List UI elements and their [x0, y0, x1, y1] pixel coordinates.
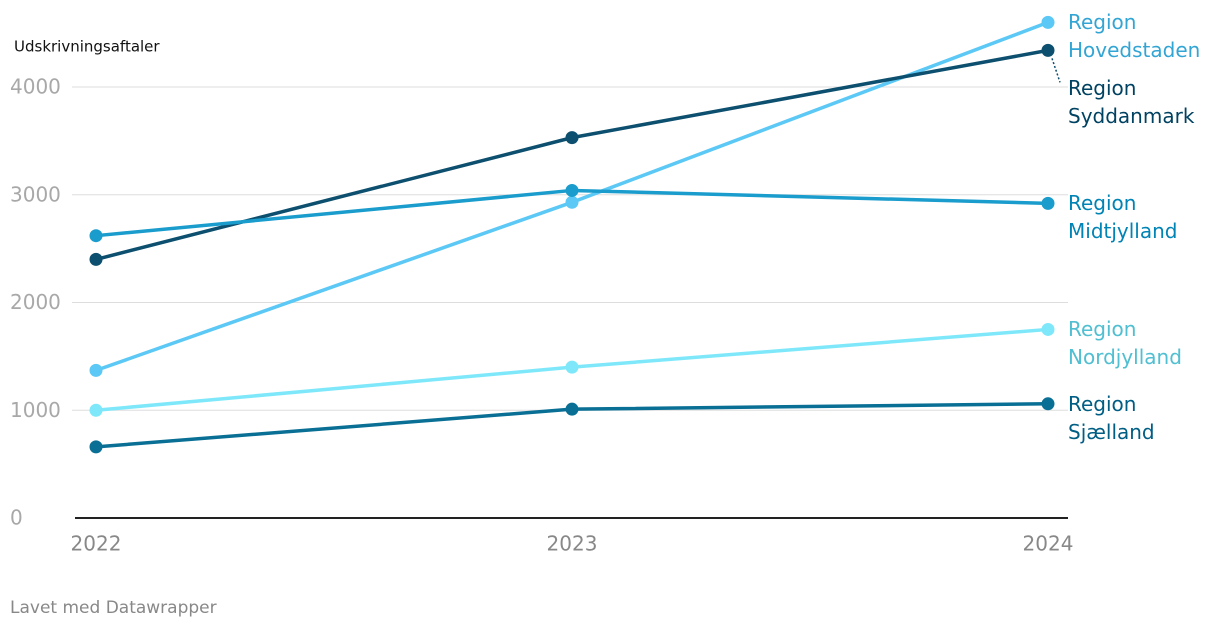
series-label: Region Midtjylland [1068, 191, 1178, 244]
footer: Lavet med Datawrapper [10, 598, 217, 618]
point [1041, 397, 1055, 411]
point [565, 360, 579, 374]
point [89, 363, 103, 377]
series-label: Region Hovedstaden [1068, 10, 1201, 63]
point [565, 183, 579, 197]
y-tick-label: 4000 [10, 75, 61, 99]
point [89, 440, 103, 454]
point [89, 229, 103, 243]
y-tick-label: 0 [10, 506, 23, 530]
x-tick-label: 2023 [547, 532, 598, 556]
point [1041, 43, 1055, 57]
y-axis-title: Udskrivningsaftaler [14, 38, 160, 56]
point [1041, 15, 1055, 29]
x-tick-label: 2022 [71, 532, 122, 556]
y-tick-label: 1000 [10, 398, 61, 422]
point [89, 252, 103, 266]
point [89, 403, 103, 417]
line [95, 48, 1049, 262]
point [1041, 196, 1055, 210]
label-connector [1051, 58, 1061, 83]
series-label: Region Sjælland [1068, 391, 1155, 444]
point [565, 402, 579, 416]
y-tick-label: 3000 [10, 182, 61, 206]
series-label: Region Syddanmark [1068, 76, 1195, 129]
point [565, 195, 579, 209]
x-tick-label: 2024 [1023, 532, 1074, 556]
series-label: Region Nordjylland [1068, 317, 1182, 370]
y-tick-label: 2000 [10, 290, 61, 314]
point [565, 131, 579, 145]
point [1041, 322, 1055, 336]
